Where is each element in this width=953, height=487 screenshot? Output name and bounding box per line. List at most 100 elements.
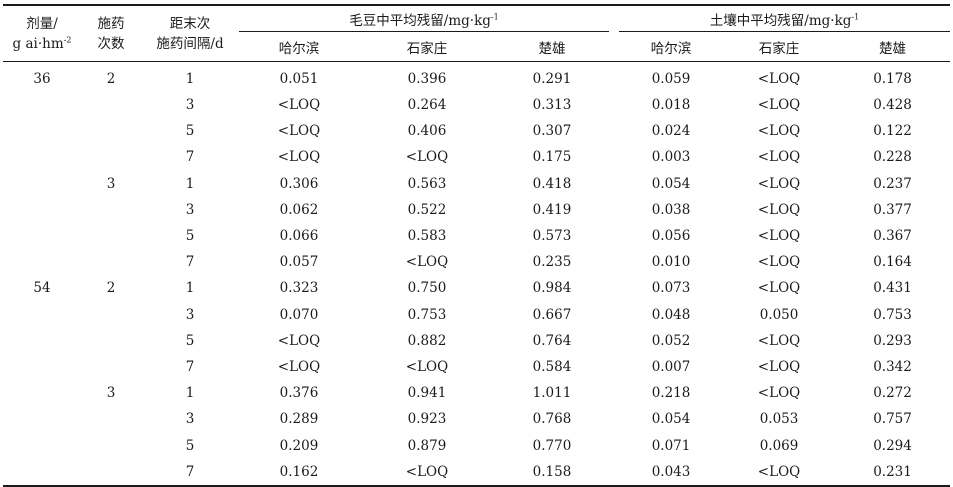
bean-harbin-cell: <LOQ: [277, 332, 321, 349]
header-dose: 剂量/ g ai·hm-2: [3, 4, 81, 62]
header-site-bean-chuxiong: 楚雄: [495, 31, 610, 62]
soil-harbin-cell: 0.054: [651, 175, 691, 192]
header-group-bean-label: 毛豆中平均残留/mg·kg: [349, 12, 491, 29]
bean-harbin-cell: 0.209: [279, 437, 319, 454]
table-row: 5 <LOQ 0.882 0.764 0.052 <LOQ 0.293: [3, 328, 950, 354]
interval-cell: 3: [185, 411, 195, 428]
table-row: 7 0.057 <LOQ 0.235 0.010 <LOQ 0.164: [3, 249, 950, 275]
interval-cell: 3: [185, 97, 195, 114]
table-row: 7 0.162 <LOQ 0.158 0.043 <LOQ 0.231: [3, 458, 951, 487]
bean-chuxiong-cell: 0.768: [532, 411, 572, 428]
soil-shijiazhuang-cell: 0.050: [759, 306, 799, 323]
dose-cell: [3, 380, 81, 406]
residue-table: 剂量/ g ai·hm-2 施药 次数 距末次 施药间隔/d 毛豆中平均残留/m…: [3, 4, 951, 487]
soil-harbin-cell: 0.052: [651, 332, 691, 349]
table-body: 36 2 1 0.051 0.396 0.291 0.059 <LOQ 0.178 3 <LOQ 0.…: [3, 62, 951, 487]
soil-shijiazhuang-cell: <LOQ: [757, 123, 801, 140]
table-row: 3 0.289 0.923 0.768 0.054 0.053 0.757: [3, 406, 950, 432]
soil-shijiazhuang-cell: <LOQ: [757, 358, 801, 375]
bean-shijiazhuang-cell: 0.264: [407, 97, 447, 114]
interval-cell: 1: [185, 280, 195, 297]
soil-shijiazhuang-cell: <LOQ: [757, 228, 801, 245]
soil-harbin-cell: 0.054: [651, 411, 691, 428]
dose-cell: [3, 302, 81, 328]
soil-chuxiong-cell: 0.228: [873, 149, 912, 166]
interval-cell: 1: [185, 175, 195, 192]
table-row: 3 0.062 0.522 0.419 0.038 <LOQ 0.377: [3, 197, 950, 223]
times-cell: [81, 223, 141, 249]
soil-shijiazhuang-cell: <LOQ: [757, 332, 801, 349]
soil-shijiazhuang-cell: <LOQ: [757, 175, 801, 192]
gap-cell: [609, 354, 619, 380]
bean-harbin-cell: <LOQ: [277, 149, 321, 166]
header-dose-line2: g ai·hm-2: [3, 34, 81, 54]
times-cell: [81, 302, 141, 328]
gap-cell: [609, 223, 619, 249]
bean-chuxiong-cell: 0.419: [532, 201, 572, 218]
header-gap-2: [609, 31, 620, 62]
bean-harbin-cell: 0.066: [279, 228, 319, 245]
soil-harbin-cell: 0.018: [651, 97, 691, 114]
bean-chuxiong-cell: 0.764: [532, 332, 572, 349]
bean-harbin-cell: <LOQ: [277, 97, 321, 114]
bean-chuxiong-cell: 0.158: [495, 458, 610, 487]
times-cell: [81, 92, 141, 118]
dose-cell: 36: [33, 71, 51, 87]
bean-shijiazhuang-cell: 0.941: [407, 385, 447, 402]
bean-chuxiong-cell: 0.235: [532, 254, 572, 271]
interval-cell: 1: [185, 385, 195, 402]
times-cell: [81, 249, 141, 275]
gap-cell: [609, 302, 619, 328]
soil-shijiazhuang-cell: 0.069: [759, 437, 799, 454]
soil-chuxiong-cell: 0.293: [873, 332, 912, 349]
table-row: 3 <LOQ 0.264 0.313 0.018 <LOQ 0.428: [3, 92, 950, 118]
table-row: 7 <LOQ <LOQ 0.175 0.003 <LOQ 0.228: [3, 144, 950, 170]
bean-shijiazhuang-cell: 0.522: [407, 201, 447, 218]
table-row: 3 1 0.306 0.563 0.418 0.054 <LOQ 0.237: [3, 171, 950, 197]
table-header: 剂量/ g ai·hm-2 施药 次数 距末次 施药间隔/d 毛豆中平均残留/m…: [3, 4, 951, 62]
header-site-soil-harbin: 哈尔滨: [619, 31, 724, 62]
soil-harbin-cell: 0.024: [651, 123, 691, 140]
soil-chuxiong-cell: 0.272: [873, 385, 912, 402]
soil-harbin-cell: 0.059: [651, 71, 691, 87]
bean-chuxiong-cell: 0.418: [532, 175, 572, 192]
dose-cell: [3, 197, 81, 223]
times-cell: [81, 197, 141, 223]
header-site-bean-harbin: 哈尔滨: [239, 31, 359, 62]
dose-cell: 54: [33, 280, 51, 297]
soil-harbin-cell: 0.073: [651, 280, 691, 297]
header-gap: [609, 4, 620, 32]
dose-cell: [3, 118, 81, 144]
times-cell: [81, 328, 141, 354]
table-row: 5 0.066 0.583 0.573 0.056 <LOQ 0.367: [3, 223, 950, 249]
gap-cell: [609, 328, 619, 354]
dose-cell: [3, 328, 81, 354]
soil-chuxiong-cell: 0.231: [835, 458, 951, 487]
interval-cell: 3: [185, 306, 195, 323]
bean-harbin-cell: 0.057: [279, 254, 319, 271]
bean-shijiazhuang-cell: 0.396: [407, 71, 447, 87]
table-row: 5 <LOQ 0.406 0.307 0.024 <LOQ 0.122: [3, 118, 950, 144]
bean-chuxiong-cell: 0.573: [532, 228, 572, 245]
dose-cell: [3, 144, 81, 170]
header-site-soil-chuxiong: 楚雄: [835, 31, 951, 62]
soil-chuxiong-cell: 0.428: [873, 97, 912, 114]
soil-harbin-cell: 0.003: [651, 149, 691, 166]
gap-cell: [609, 432, 619, 458]
header-dose-sup: -2: [63, 35, 72, 44]
bean-chuxiong-cell: 0.175: [532, 149, 572, 166]
bean-shijiazhuang-cell: <LOQ: [359, 458, 495, 487]
header-interval: 距末次 施药间隔/d: [141, 4, 239, 62]
bean-harbin-cell: 0.376: [279, 385, 319, 402]
times-cell: [81, 432, 141, 458]
interval-cell: 7: [185, 149, 195, 166]
interval-cell: 5: [185, 123, 195, 140]
soil-harbin-cell: 0.218: [651, 385, 691, 402]
table-row: 36 2 1 0.051 0.396 0.291 0.059 <LOQ 0.178: [3, 62, 950, 93]
bean-harbin-cell: <LOQ: [277, 358, 321, 375]
soil-harbin-cell: 0.007: [651, 358, 691, 375]
header-group-soil-label: 土壤中平均残留/mg·kg: [709, 12, 852, 29]
soil-chuxiong-cell: 0.342: [873, 358, 912, 375]
interval-cell: 7: [185, 254, 195, 271]
